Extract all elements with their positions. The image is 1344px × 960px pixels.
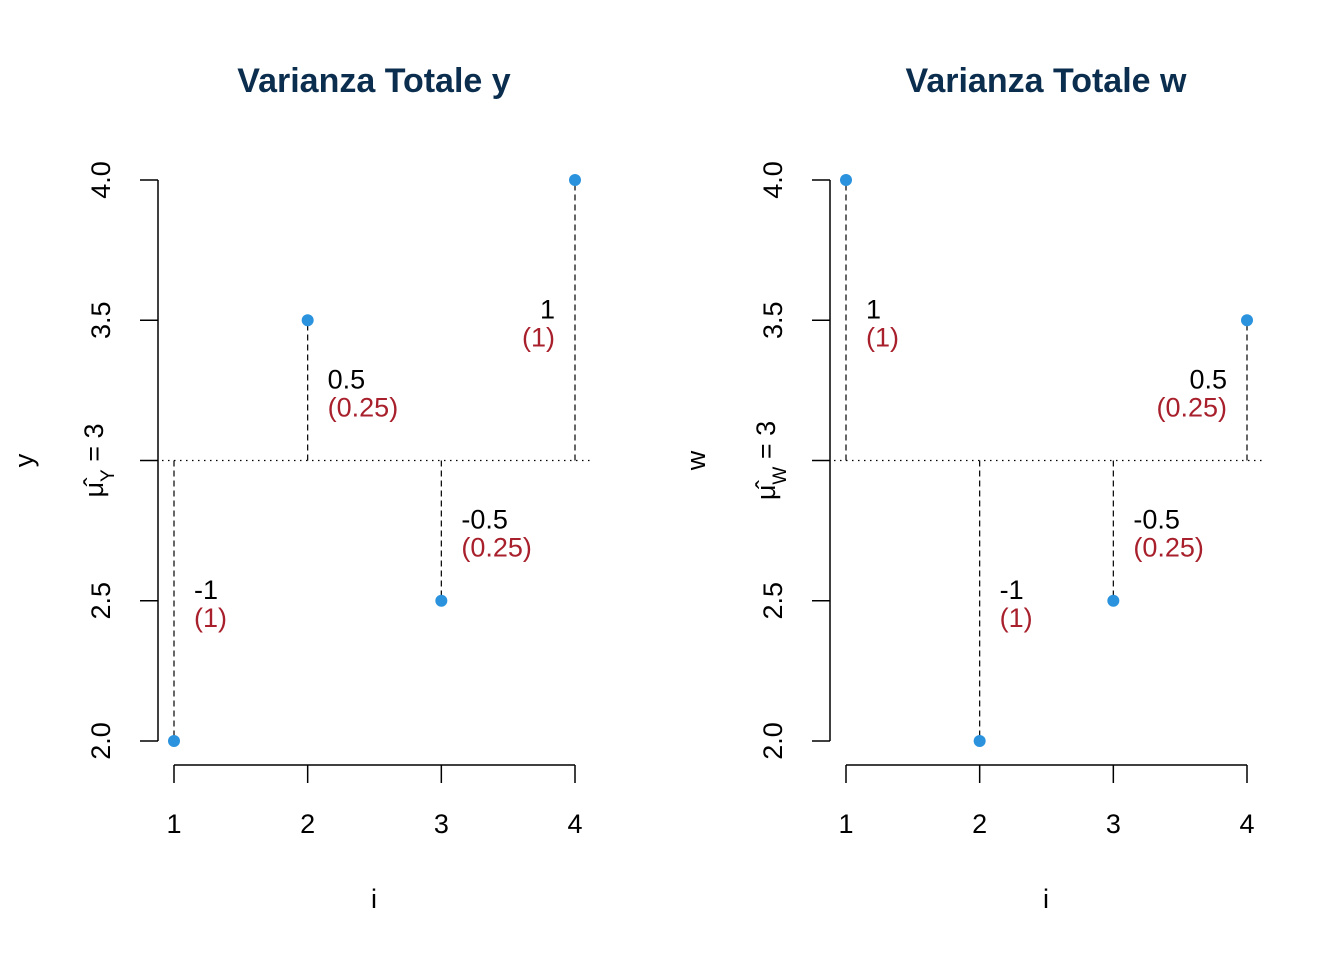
deviation-label: 0.5 xyxy=(1189,364,1227,394)
x-axis-label: i xyxy=(1043,884,1049,914)
data-point xyxy=(973,735,986,747)
data-point xyxy=(301,314,314,327)
x-axis: 1 2 3 4 xyxy=(166,764,583,839)
y-tick-label: 2.0 xyxy=(758,722,788,760)
x-tick-label: 2 xyxy=(300,809,315,839)
deviation-label: -1 xyxy=(1000,575,1024,605)
squared-deviation-label: (1) xyxy=(1000,603,1033,633)
chart-title: Varianza Totale y xyxy=(237,62,510,100)
squared-deviation-label: (1) xyxy=(522,322,555,352)
y-tick-label: 2.5 xyxy=(758,582,788,620)
data-point xyxy=(168,735,180,747)
y-tick-label: 2.0 xyxy=(86,722,116,760)
panel-2: Varianza Totale w 2.0 2.5 3.5 4.0 μ̂W = 3 w 1 2 3… xyxy=(681,62,1265,914)
squared-deviation-label: (0.25) xyxy=(1133,533,1204,563)
data-point xyxy=(1107,594,1120,607)
x-axis-label: i xyxy=(371,884,377,914)
mean-label: μ̂Y = 3 xyxy=(79,423,119,497)
x-tick-label: 2 xyxy=(972,809,987,839)
data-point xyxy=(840,174,852,186)
y-tick-label: 4.0 xyxy=(758,161,788,199)
x-tick-label: 1 xyxy=(166,809,181,839)
squared-deviation-label: (0.25) xyxy=(461,533,532,563)
y-axis-label: y xyxy=(9,453,39,467)
data-point xyxy=(569,174,581,186)
chart-title: Varianza Totale w xyxy=(906,62,1187,100)
data-point xyxy=(435,594,448,607)
y-tick-label: 3.5 xyxy=(758,301,788,339)
deviation-label: 0.5 xyxy=(328,364,366,394)
x-tick-label: 1 xyxy=(838,809,853,839)
squared-deviation-label: (1) xyxy=(866,322,899,352)
y-axis: 2.0 2.5 3.5 4.0 μ̂Y = 3 xyxy=(79,161,159,760)
squared-deviation-label: (0.25) xyxy=(1156,392,1227,422)
deviation-label: -0.5 xyxy=(1133,505,1180,535)
x-tick-label: 3 xyxy=(434,809,449,839)
deviation-label: -1 xyxy=(194,575,218,605)
deviation-label: 1 xyxy=(540,294,555,324)
squared-deviation-label: (0.25) xyxy=(328,392,399,422)
x-axis: 1 2 3 4 xyxy=(838,764,1255,839)
x-tick-label: 4 xyxy=(1239,809,1254,839)
y-tick-label: 3.5 xyxy=(86,301,116,339)
squared-deviation-label: (1) xyxy=(194,603,227,633)
y-axis: 2.0 2.5 3.5 4.0 μ̂W = 3 xyxy=(751,161,831,760)
y-tick-label: 2.5 xyxy=(86,582,116,620)
mean-label: μ̂W = 3 xyxy=(751,421,791,500)
deviation-label: -0.5 xyxy=(461,505,508,535)
deviation-label: 1 xyxy=(866,294,881,324)
data-point xyxy=(1241,314,1253,327)
x-tick-label: 3 xyxy=(1106,809,1121,839)
x-tick-label: 4 xyxy=(567,809,582,839)
y-axis-label: w xyxy=(681,450,711,471)
y-tick-label: 4.0 xyxy=(86,161,116,199)
panel-1: Varianza Totale y 2.0 2.5 3.5 4.0 μ̂Y = 3 y 1 2 3… xyxy=(9,62,593,914)
